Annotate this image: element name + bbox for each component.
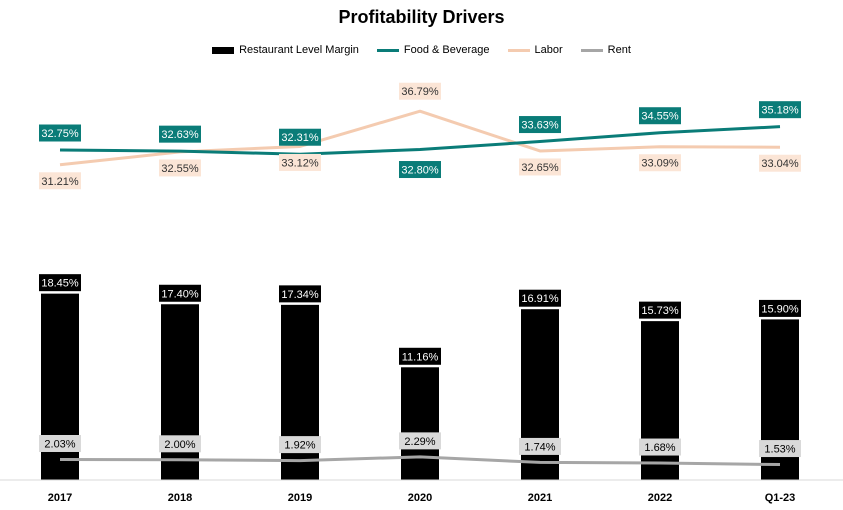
data-label-rent-box [519, 437, 561, 455]
data-label-food-beverage-box [399, 161, 441, 179]
data-label-food-beverage: 33.63% [521, 120, 559, 132]
bar-restaurant-level-margin [281, 304, 319, 480]
bar-restaurant-level-margin [641, 321, 679, 480]
data-label-food-beverage-box [639, 107, 681, 125]
data-label-rent-box [639, 438, 681, 456]
x-tick-label: 2020 [408, 492, 432, 504]
data-label-food-beverage: 32.75% [41, 128, 79, 140]
data-label-restaurant-level-margin-box [159, 284, 201, 302]
legend-item-labor: Labor [507, 44, 563, 56]
legend-swatch-restaurant-level-margin [212, 46, 235, 54]
data-label-labor: 36.79% [401, 86, 439, 98]
legend-item-rent: Rent [580, 44, 631, 56]
data-label-rent: 2.00% [164, 439, 195, 451]
data-label-rent-box [399, 432, 441, 450]
data-label-rent-box [39, 434, 81, 452]
line-rent [59, 455, 781, 467]
legend-swatch-food-beverage [376, 48, 399, 52]
data-label-food-beverage: 35.18% [761, 105, 799, 117]
chart-title: Profitability Drivers [338, 7, 505, 27]
legend-label-food-beverage: Food & Beverage [403, 44, 490, 56]
data-label-restaurant-level-margin-box [39, 274, 81, 292]
data-label-rent: 1.53% [764, 444, 795, 456]
data-label-rent: 1.68% [644, 442, 675, 454]
x-tick-label: Q1-23 [765, 492, 796, 504]
data-label-restaurant-level-margin: 16.91% [521, 293, 559, 305]
x-tick-label: 2022 [648, 492, 672, 504]
data-label-restaurant-level-margin: 17.34% [281, 289, 319, 301]
data-label-food-beverage: 34.55% [641, 111, 679, 123]
data-label-restaurant-level-margin: 15.73% [641, 305, 679, 317]
data-label-restaurant-level-margin: 11.16% [402, 351, 439, 363]
data-label-food-beverage-box [279, 128, 321, 146]
data-label-rent-box [159, 435, 201, 453]
data-label-labor-box [399, 82, 441, 100]
data-label-restaurant-level-margin: 17.40% [161, 288, 199, 300]
data-label-restaurant-level-margin-box [279, 285, 321, 303]
data-label-labor-box [159, 159, 201, 177]
legend-swatch-labor [507, 48, 530, 52]
data-label-labor: 31.21% [41, 176, 79, 188]
data-label-food-beverage: 32.31% [281, 132, 319, 144]
bar-restaurant-level-margin [41, 293, 79, 480]
data-label-restaurant-level-margin-box [519, 289, 561, 307]
legend-label-rent: Rent [607, 44, 631, 56]
data-label-restaurant-level-margin: 15.90% [761, 303, 799, 315]
data-label-labor-box [39, 172, 81, 190]
x-tick-label: 2018 [168, 492, 192, 504]
data-label-rent-box [759, 440, 801, 458]
data-label-food-beverage-box [759, 101, 801, 119]
data-label-rent: 2.29% [404, 436, 435, 448]
data-label-labor: 33.09% [641, 158, 679, 170]
data-label-labor-box [279, 153, 321, 171]
data-label-labor-box [759, 154, 801, 172]
legend-swatch-rent [580, 48, 603, 52]
data-label-restaurant-level-margin-box [639, 301, 681, 319]
data-label-food-beverage: 32.80% [401, 165, 439, 177]
x-tick-label: 2021 [528, 492, 552, 504]
legend-label-restaurant-level-margin: Restaurant Level Margin [239, 44, 359, 56]
data-label-labor: 32.65% [521, 162, 559, 174]
bar-restaurant-level-margin [161, 304, 199, 480]
data-label-food-beverage-box [39, 124, 81, 142]
data-label-rent-box [279, 436, 321, 454]
data-label-rent: 1.74% [524, 441, 555, 453]
data-label-rent: 1.92% [284, 440, 315, 452]
data-label-restaurant-level-margin-box [399, 347, 441, 365]
legend: Restaurant Level Margin Food & Beverage … [0, 44, 843, 56]
x-tick-label: 2017 [48, 492, 72, 504]
legend-label-labor: Labor [534, 44, 563, 56]
legend-item-restaurant-level-margin: Restaurant Level Margin [212, 44, 359, 56]
data-label-food-beverage-box [519, 116, 561, 134]
data-label-labor: 33.04% [761, 158, 799, 170]
x-tick-label: 2019 [288, 492, 312, 504]
data-label-food-beverage: 32.63% [161, 129, 199, 141]
data-label-labor-box [519, 158, 561, 176]
legend-item-food-beverage: Food & Beverage [376, 44, 490, 56]
data-label-rent: 2.03% [44, 438, 75, 450]
data-label-labor: 32.55% [161, 163, 199, 175]
data-label-labor: 33.12% [281, 157, 319, 169]
line-food-beverage [59, 125, 781, 156]
data-label-labor-box [639, 154, 681, 172]
bar-restaurant-level-margin [401, 367, 439, 480]
data-label-food-beverage-box [159, 125, 201, 143]
data-label-restaurant-level-margin: 18.45% [41, 278, 79, 290]
data-label-restaurant-level-margin-box [759, 299, 801, 317]
